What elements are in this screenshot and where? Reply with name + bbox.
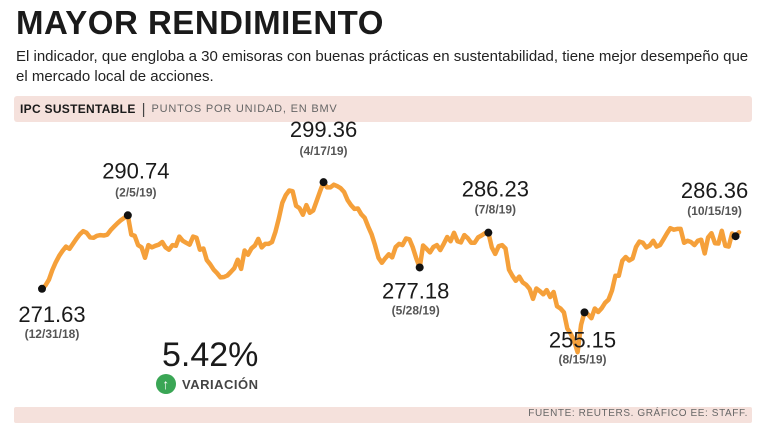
annotation-date: (10/15/19) [687,204,742,218]
units-label: PUNTOS POR UNIDAD, EN BMV [151,103,338,115]
header-separator: | [141,100,146,118]
source-note: FUENTE: REUTERS. GRÁFICO EE: STAFF. [528,408,748,419]
arrow-up-circle-icon: ↑ [156,374,176,394]
data-point-marker [484,228,493,237]
annotation-value: 299.36 [290,117,357,142]
page-subtitle: El indicador, que engloba a 30 emisoras … [16,48,749,85]
annotation-value: 255.15 [549,327,616,352]
annotation-date: (4/17/19) [300,144,348,158]
change-label-text: VARIACIÓN [182,376,259,392]
annotation-value: 290.74 [102,158,169,183]
marker-group [38,178,740,317]
change-value: 5.42% [162,336,259,374]
annotation-value: 286.36 [681,178,748,203]
footer-bar [14,407,752,423]
data-point-marker [319,178,328,187]
annotation-date: (12/31/18) [25,327,80,341]
page-title: MAYOR RENDIMIENTO [16,4,384,41]
change-label: ↑ VARIACIÓN [156,374,258,394]
annotation-date: (7/8/19) [475,203,516,217]
chart-header-bar: IPC SUSTENTABLE | PUNTOS POR UNIDAD, EN … [14,96,752,122]
annotation-value: 277.18 [382,278,449,303]
data-point-marker [731,232,740,241]
annotation-date: (5/28/19) [392,303,440,317]
annotation-group: 271.63(12/31/18) 290.74 (2/5/19) 299.36 (4/1… [18,117,748,366]
data-point-marker [123,211,132,220]
data-point-marker [415,263,424,272]
annotation-date: (8/15/19) [558,352,606,366]
annotation-value: 271.63 [18,302,85,327]
data-point-marker [580,308,589,317]
annotation-date: (2/5/19) [115,185,156,199]
series-line [39,179,742,355]
data-point-marker [38,284,46,293]
indicator-name: IPC SUSTENTABLE [20,102,136,116]
annotation-value: 286.23 [462,177,529,202]
